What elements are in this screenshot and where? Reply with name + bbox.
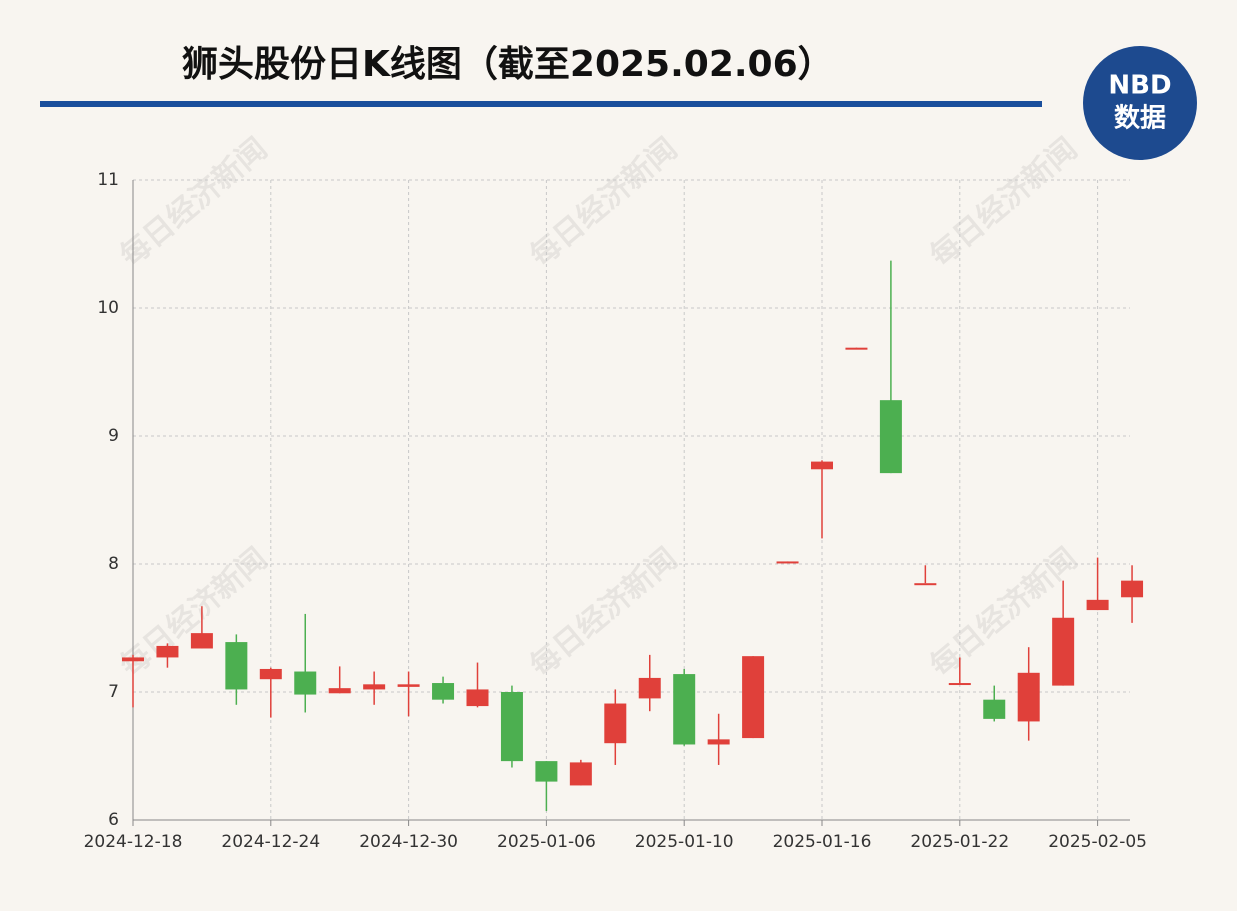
candle-body xyxy=(845,347,868,350)
candle-body xyxy=(466,689,489,707)
logo-text: NBD xyxy=(1108,71,1171,101)
candle-body xyxy=(811,461,833,470)
candle-body xyxy=(673,674,696,745)
candle-body xyxy=(879,400,902,474)
candle-body xyxy=(259,668,282,680)
x-tick-label: 2025-01-22 xyxy=(910,832,1009,852)
y-tick-label: 6 xyxy=(108,810,119,830)
candle-body xyxy=(432,683,455,700)
candle-body xyxy=(1086,599,1109,611)
candle-body xyxy=(776,561,799,564)
candle-body xyxy=(569,762,592,786)
y-tick-label: 7 xyxy=(108,682,119,702)
candle-body xyxy=(535,761,558,782)
candle-body xyxy=(948,683,971,686)
candle-body xyxy=(294,671,317,695)
candle-body xyxy=(604,703,627,744)
title-rule xyxy=(40,101,1042,107)
candle-body xyxy=(363,684,386,690)
candle-body xyxy=(1017,672,1040,722)
x-tick-label: 2024-12-30 xyxy=(359,832,458,852)
candle-body xyxy=(328,688,351,694)
candle-body xyxy=(742,656,765,739)
x-tick-label: 2025-02-05 xyxy=(1048,832,1147,852)
x-tick-label: 2024-12-18 xyxy=(84,832,183,852)
y-tick-label: 9 xyxy=(108,426,119,446)
candle-body xyxy=(707,739,730,745)
candle-body xyxy=(190,633,213,649)
y-tick-label: 11 xyxy=(97,170,119,190)
candle-body xyxy=(225,642,248,690)
candle-body xyxy=(1052,617,1075,686)
x-tick-label: 2025-01-06 xyxy=(497,832,596,852)
candle-body xyxy=(397,684,420,687)
y-tick-label: 10 xyxy=(97,298,119,318)
candle-body xyxy=(122,657,144,662)
candle-body xyxy=(638,677,661,699)
candle-body xyxy=(1121,580,1144,598)
candle-body xyxy=(914,583,937,586)
logo xyxy=(1083,46,1197,160)
candle-body xyxy=(156,645,179,658)
logo-text: 数据 xyxy=(1114,104,1166,134)
candle-body xyxy=(983,699,1006,719)
y-tick-label: 8 xyxy=(108,554,119,574)
chart-title: 狮头股份日K线图（截至2025.02.06） xyxy=(182,44,834,85)
x-tick-label: 2024-12-24 xyxy=(221,832,320,852)
x-tick-label: 2025-01-10 xyxy=(635,832,734,852)
x-tick-label: 2025-01-16 xyxy=(773,832,872,852)
candle-body xyxy=(500,692,523,762)
